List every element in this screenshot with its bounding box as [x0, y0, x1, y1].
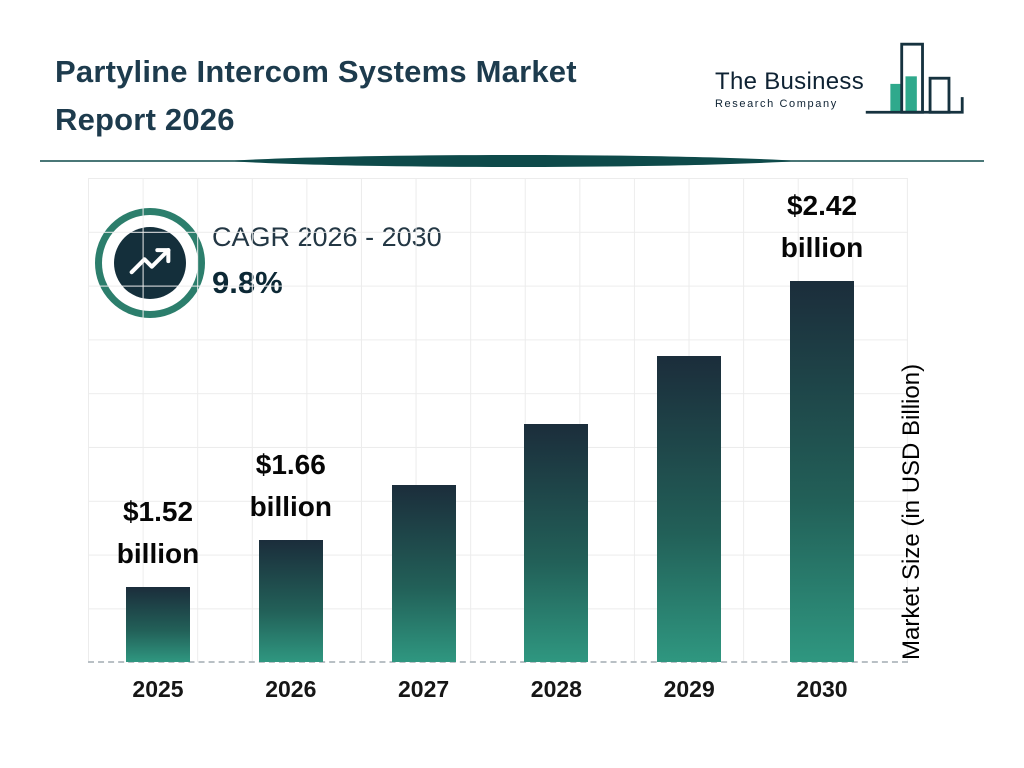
x-axis-label-2028: 2028 — [530, 676, 582, 702]
bar-2025 — [126, 587, 190, 662]
x-axis-label-2027: 2027 — [398, 676, 450, 702]
bar-2026 — [258, 540, 323, 662]
bar-2029 — [657, 356, 722, 662]
header-divider — [0, 151, 1024, 171]
bar-chart: $1.52 billion 2025 $1.66 billion 2026 2027 2028… — [90, 178, 908, 702]
bar-2030 — [790, 281, 854, 662]
chart-baseline — [88, 661, 908, 663]
y-axis-label: Market Size (in USD Billion) — [898, 363, 925, 660]
bar-value-label-2030: $2.42 billion — [780, 190, 864, 263]
page-title: Partyline Intercom Systems Market Report… — [55, 48, 705, 144]
x-axis-label-2026: 2026 — [265, 676, 317, 702]
company-logo: The Business Research Company — [715, 40, 966, 129]
bar-2028 — [524, 424, 589, 662]
bar-value-label-2026: $1.66 billion — [249, 449, 333, 522]
x-axis-label-2025: 2025 — [132, 676, 184, 702]
page-title-line1: Partyline Intercom Systems Market — [55, 54, 577, 89]
page-title-line2: Report 2026 — [55, 102, 235, 137]
chart-grid — [88, 178, 908, 662]
bar-chart-logo-icon — [862, 40, 966, 129]
company-subtitle: Research Company — [714, 98, 838, 110]
company-name: The Business — [714, 68, 864, 95]
x-axis-label-2029: 2029 — [663, 676, 715, 702]
company-logo-text: The Business Research Company — [715, 68, 864, 110]
bar-2027 — [391, 485, 456, 662]
bar-value-label-2025: $1.52 billion — [116, 496, 200, 569]
x-axis-label-2030: 2030 — [796, 676, 848, 702]
